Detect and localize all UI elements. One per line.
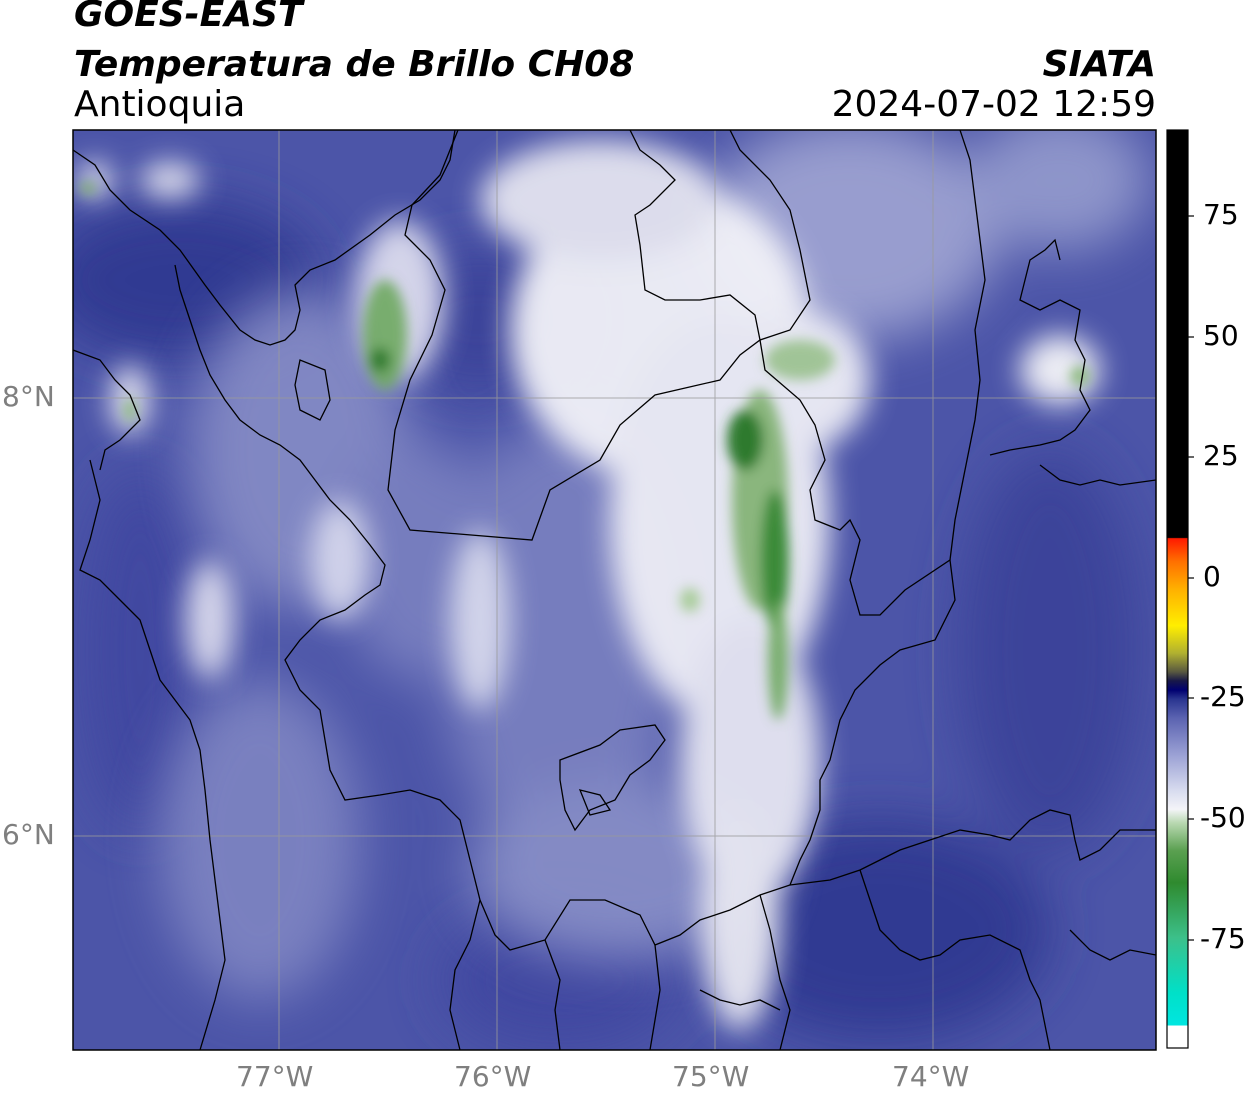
graticule: [73, 130, 1156, 1050]
y-tick-label: 6°N: [2, 818, 55, 851]
title-product: Temperatura de Brillo CH08: [74, 44, 635, 85]
colorbar-ramp: [1167, 130, 1188, 1048]
colorbar-tick-label: 0: [1203, 560, 1221, 593]
title-satellite: GOES-EAST: [74, 0, 303, 35]
colorbar-tick-label: 75: [1203, 198, 1239, 231]
colorbar-tick-label: -25: [1200, 680, 1246, 713]
map-frame: [72, 129, 1157, 1051]
x-tick-label: 76°W: [454, 1060, 532, 1093]
x-tick-label: 74°W: [892, 1060, 970, 1093]
y-tick-label: 8°N: [2, 380, 55, 413]
x-tick-label: 75°W: [672, 1060, 750, 1093]
political-borders: [73, 130, 1156, 1050]
colorbar-tick-label: -75: [1200, 922, 1246, 955]
title-region: Antioquia: [74, 84, 246, 125]
x-tick-label: 77°W: [236, 1060, 314, 1093]
title-organization: SIATA: [1042, 44, 1156, 85]
colorbar: [1166, 129, 1194, 1049]
colorbar-frame: [1166, 129, 1189, 1049]
colorbar-tick-marks: [1188, 215, 1194, 941]
colorbar-tick-label: -50: [1200, 801, 1246, 834]
brightness-temperature-field: [73, 130, 1156, 1050]
title-datetime: 2024-07-02 12:59: [831, 84, 1156, 125]
colorbar-tick-label: 25: [1203, 439, 1239, 472]
colorbar-tick-label: 50: [1203, 319, 1239, 352]
